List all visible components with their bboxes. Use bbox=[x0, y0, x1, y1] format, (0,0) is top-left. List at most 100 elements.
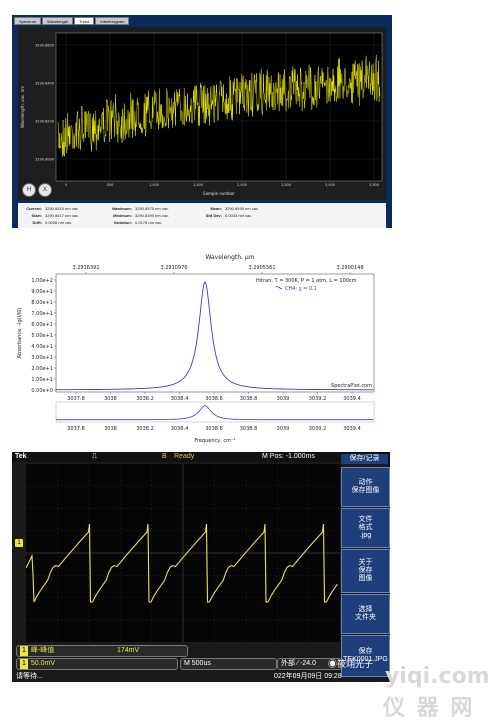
scope-top-bar: Tek ⎍ B Ready M Pos: -1.000ms bbox=[12, 452, 390, 462]
stat-maximum: Maximum: 3290.8575 nm vac. bbox=[112, 206, 170, 211]
watermark-text: yiqi.com bbox=[385, 664, 490, 689]
wavemeter-stats-panel: Current: 3290.8515 nm vac. Start: 3290.841… bbox=[18, 203, 386, 228]
legend-species: CH4: χ = 0.1 bbox=[285, 286, 317, 292]
wavelength-tick: 3.2900148 bbox=[336, 265, 363, 271]
tab-wavelength[interactable]: Wavelength bbox=[42, 17, 74, 25]
select-folder-button[interactable]: 选择 文件夹 bbox=[341, 594, 390, 634]
legend-source: Hitran, T = 300K, P = 1 atm, L = 100cm bbox=[256, 278, 357, 284]
frequency-tick: 3038.2 bbox=[136, 396, 154, 402]
trend-y-tick: 3290.8000 bbox=[35, 158, 54, 162]
absorbance-y-tick: 0.00e+0 bbox=[31, 388, 53, 394]
frequency-tick-overview: 3038.4 bbox=[171, 426, 189, 432]
absorbance-y-tick: 2.00e+1 bbox=[31, 366, 53, 372]
stat-std-dev: Std Dev: 0.0033 nm vac. bbox=[205, 213, 253, 218]
trend-x-tick: 2,500 bbox=[281, 183, 291, 187]
stat-mean: Mean: 3290.8495 nm vac. bbox=[210, 206, 260, 211]
file-format-button[interactable]: 文件 格式 .jpg bbox=[341, 508, 390, 548]
trend-plot: 3290.8600 3290.8400 3290.8200 3290.8000 0 500… bbox=[18, 27, 386, 200]
wavemeter-window: Spectrum Wavelength Trend Interferogram … bbox=[12, 15, 392, 228]
frequency-tick: 3039.2 bbox=[309, 396, 327, 402]
tab-trend[interactable]: Trend bbox=[74, 17, 95, 25]
trigger-position-icon: B bbox=[162, 453, 167, 460]
absorbance-y-tick: 5.00e+1 bbox=[31, 333, 53, 339]
scope-svg bbox=[25, 464, 340, 642]
channel-1-scale[interactable]: 1 50.0mV bbox=[16, 658, 178, 670]
frequency-tick: 3038.8 bbox=[240, 396, 258, 402]
save-file-button[interactable]: 保存 TEK0001.JPG bbox=[341, 635, 390, 677]
measurement-label: 峰-峰值 bbox=[30, 647, 55, 654]
frequency-tick: 3038 bbox=[104, 396, 117, 402]
absorbance-y-tick: 9.00e+1 bbox=[31, 289, 53, 295]
frequency-tick-overview: 3038.2 bbox=[136, 426, 154, 432]
trend-x-tick: 1,500 bbox=[193, 183, 203, 187]
stat-start: Start: 3290.8417 nm vac. bbox=[31, 213, 80, 218]
wavelength-trace bbox=[57, 54, 381, 157]
absorbance-y-tick: 8.00e+1 bbox=[31, 300, 53, 306]
hold-button[interactable]: H bbox=[22, 183, 36, 197]
about-save-image-button[interactable]: 关于 保存 图像 bbox=[341, 549, 390, 593]
frequency-tick: 3038.6 bbox=[205, 396, 223, 402]
channel-1-trace bbox=[25, 523, 338, 603]
frequency-tick-overview: 3039 bbox=[277, 426, 290, 432]
absorbance-y-tick: 6.00e+1 bbox=[31, 322, 53, 328]
stat-drift: Drift: 0.0098 nm vac. bbox=[32, 220, 73, 225]
frequency-tick-overview: 3037.8 bbox=[67, 426, 85, 432]
trend-y-axis-label: Wavelength, vac. nm bbox=[20, 86, 25, 128]
wechat-tag: ◉筱翊光子 bbox=[328, 659, 374, 669]
trend-x-tick: 1,000 bbox=[149, 183, 159, 187]
oscilloscope-screen: Tek ⎍ B Ready M Pos: -1.000ms 保存/记录 U 1 … bbox=[12, 452, 390, 682]
frequency-tick: 3038.4 bbox=[171, 396, 189, 402]
overview-strip[interactable] bbox=[55, 401, 375, 423]
stat-minimum: Minimum: 3290.8399 nm vac. bbox=[113, 213, 170, 218]
trend-plot-svg: 3290.8600 3290.8400 3290.8200 3290.8000 0 500… bbox=[20, 32, 383, 196]
wavelength-tick: 3.2910976 bbox=[160, 265, 187, 271]
wavelength-tick: 3.2905561 bbox=[248, 265, 275, 271]
tab-interferogram[interactable]: Interferogram bbox=[95, 17, 130, 25]
frequency-tick: 3037.8 bbox=[67, 396, 85, 402]
trend-x-tick: 0 bbox=[65, 183, 67, 187]
trend-x-tick: 3,000 bbox=[325, 183, 335, 187]
absorbance-y-tick: 1.00e+1 bbox=[31, 377, 53, 383]
frequency-tick-overview: 3039.2 bbox=[309, 426, 327, 432]
legend-swatch bbox=[275, 285, 283, 290]
clear-button[interactable]: X bbox=[38, 183, 52, 197]
top-axis-title: Wavelength, µm bbox=[205, 254, 254, 261]
frequency-x-title: Frequency, cm⁻¹ bbox=[194, 438, 235, 444]
stat-current: Current: 3290.8515 nm vac. bbox=[26, 206, 80, 211]
frequency-tick: 3039 bbox=[277, 396, 290, 402]
measurement-readout: 1 峰-峰值 174mV bbox=[16, 645, 188, 657]
spectrum-svg: Wavelength, µm 3.2916392 3.2910976 3.29055… bbox=[17, 254, 375, 444]
absorbance-line bbox=[56, 281, 374, 391]
frequency-tick-overview: 3038.6 bbox=[205, 426, 223, 432]
trend-y-tick: 3290.8400 bbox=[35, 82, 54, 86]
wavemeter-tabs: Spectrum Wavelength Trend Interferogram bbox=[14, 17, 130, 25]
measurement-value: 174mV bbox=[117, 647, 140, 654]
channel-1-marker: 1 bbox=[15, 539, 23, 547]
timebase-readout[interactable]: M 500us bbox=[180, 658, 277, 670]
frequency-tick: 3039.4 bbox=[343, 396, 361, 402]
spectrum-plot-area bbox=[55, 273, 375, 393]
absorbance-y-tick: 3.00e+1 bbox=[31, 355, 53, 361]
wavelength-tick: 3.2916392 bbox=[72, 265, 99, 271]
acquire-indicator: ⎍ bbox=[92, 453, 97, 460]
trend-x-tick: 500 bbox=[107, 183, 114, 187]
frequency-tick-overview: 3039.4 bbox=[343, 426, 361, 432]
overview-line bbox=[56, 405, 374, 421]
m-position: M Pos: -1.000ms bbox=[262, 453, 315, 460]
wechat-icon: ◉ bbox=[328, 659, 338, 669]
absorbance-y-tick: 7.00e+1 bbox=[31, 311, 53, 317]
frequency-tick-overview: 3038 bbox=[104, 426, 117, 432]
absorbance-y-tick: 4.00e+1 bbox=[31, 344, 53, 350]
trend-y-tick: 3290.8600 bbox=[35, 44, 54, 48]
spectraplot-credit: SpectraPlot.com bbox=[331, 383, 372, 389]
scope-graticule bbox=[25, 464, 340, 642]
acquisition-status: Ready bbox=[174, 453, 195, 460]
trend-y-tick: 3290.8200 bbox=[35, 120, 54, 124]
stat-variation: Variation: 0.0176 nm vac. bbox=[113, 220, 163, 225]
trigger-readout[interactable]: 外部 ∕ -24.0 bbox=[277, 658, 342, 670]
trend-x-tick: 2,000 bbox=[237, 183, 247, 187]
tab-spectrum[interactable]: Spectrum bbox=[14, 17, 42, 25]
frequency-tick-overview: 3038.8 bbox=[240, 426, 258, 432]
action-save-image-button[interactable]: 动作 保存图像 bbox=[341, 467, 390, 507]
scope-brand: Tek bbox=[15, 453, 27, 460]
